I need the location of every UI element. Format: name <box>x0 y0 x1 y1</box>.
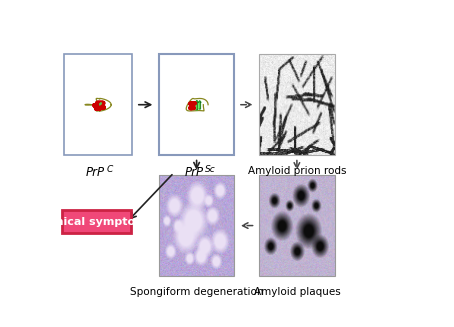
Bar <box>259 54 335 155</box>
Text: Sc: Sc <box>205 165 216 174</box>
Bar <box>259 175 335 276</box>
Text: PrP: PrP <box>184 166 203 180</box>
Polygon shape <box>192 102 195 108</box>
Bar <box>62 211 131 233</box>
Polygon shape <box>198 101 201 109</box>
Text: Spongiform degeneration: Spongiform degeneration <box>130 287 263 297</box>
Bar <box>159 175 234 276</box>
Text: Amyloid plaques: Amyloid plaques <box>253 287 340 297</box>
Text: Clinical symptoms: Clinical symptoms <box>39 217 153 227</box>
Polygon shape <box>196 100 198 110</box>
Text: PrP: PrP <box>86 166 105 180</box>
Bar <box>64 54 133 155</box>
Text: C: C <box>107 165 113 174</box>
Text: Amyloid prion rods: Amyloid prion rods <box>247 166 346 176</box>
Bar <box>159 54 234 155</box>
